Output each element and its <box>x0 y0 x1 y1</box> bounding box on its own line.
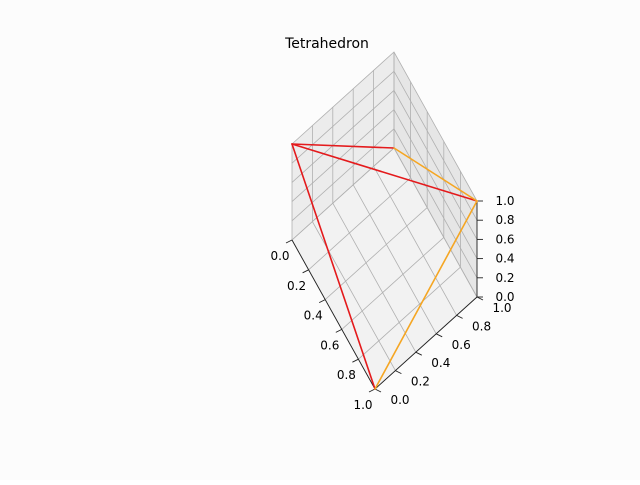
axis-lines <box>291 201 478 390</box>
x-tick-label: 0.4 <box>304 309 323 323</box>
grid-line-z <box>291 70 478 221</box>
tick-marks <box>285 200 484 393</box>
chart-title: Tetrahedron <box>284 36 369 52</box>
x-tick <box>352 358 359 363</box>
y-tick <box>476 296 484 301</box>
x-tick <box>335 328 343 333</box>
z-tick-label: 1.0 <box>495 194 514 208</box>
z-tick-label: 0.2 <box>495 271 514 285</box>
z-tick-label: 0.4 <box>495 252 514 266</box>
y-tick <box>456 314 463 319</box>
y-tick-label: 0.2 <box>411 375 430 389</box>
y-tick-label: 0.6 <box>452 338 471 352</box>
y-tick <box>374 388 382 393</box>
tetrahedron-edge-1-3 <box>374 200 478 390</box>
x-tick-label: 0.8 <box>337 368 356 382</box>
y-tick-label: 1.0 <box>492 301 511 315</box>
x-tick-label: 0.2 <box>287 279 306 293</box>
y-axis-line <box>374 296 478 390</box>
x-tick-label: 1.0 <box>353 398 372 412</box>
y-tick <box>395 370 402 375</box>
y-tick-label: 0.4 <box>431 356 450 370</box>
grid-line-z <box>291 89 478 240</box>
z-tick-label: 0.8 <box>495 213 514 227</box>
z-tick-label: 0.0 <box>495 290 514 304</box>
grid-line-z <box>291 108 478 259</box>
tick-labels: 0.00.20.40.60.81.0 0.00.20.40.60.81.00.00… <box>270 194 514 412</box>
x-tick <box>302 269 309 274</box>
x-tick <box>318 299 326 304</box>
grid-line-z <box>291 51 478 202</box>
y-tick-label: 0.8 <box>472 319 491 333</box>
tetrahedron-edge-0-2 <box>291 143 395 149</box>
x-axis-line <box>291 239 376 390</box>
floor-pane <box>292 148 477 389</box>
x-tick <box>285 239 293 244</box>
y-tick-label: 0.0 <box>390 393 409 407</box>
tetrahedron-edge-0-3 <box>291 143 478 202</box>
x-tick-label: 0.6 <box>320 338 339 352</box>
grid-lines <box>291 51 478 390</box>
tetrahedron-edge-2-3 <box>393 147 478 202</box>
x-tick-label: 0.0 <box>270 249 289 263</box>
y-tick <box>415 351 423 356</box>
tetrahedron-edges <box>291 143 478 390</box>
x-tick <box>368 388 376 393</box>
z-tick-label: 0.6 <box>495 232 514 246</box>
tetrahedron-edge-0-1 <box>291 143 376 390</box>
grid-line-z <box>291 128 478 278</box>
y-tick <box>435 333 443 338</box>
